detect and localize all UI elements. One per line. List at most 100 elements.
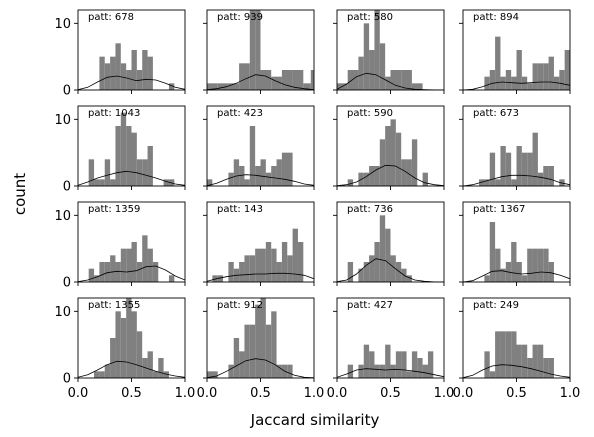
histogram-bar [207,83,218,90]
y-tick-label: 0 [63,180,71,195]
histogram-bar [548,166,554,186]
panel-label: patt: 736 [347,204,393,215]
histogram-bar [131,50,137,90]
histogram-bar [505,331,512,378]
histogram-bar [292,228,298,282]
kde-curve [337,368,444,378]
histogram-bar [358,268,364,282]
histogram-bar [511,179,517,186]
histogram-bar [385,76,391,90]
histogram-bar [131,132,137,186]
x-axis-title: Jaccard similarity [250,411,380,429]
histogram-bar [163,179,169,186]
histogram-bar [516,50,522,90]
histogram-bar [271,311,277,378]
histogram-bar [369,50,375,90]
histogram-bar [489,70,496,90]
x-tick-label: 0.5 [121,386,142,401]
histogram-bar [406,159,412,186]
histogram-panel: patt: 678 0 10 [54,9,186,99]
histogram-bar [142,235,148,282]
histogram-bar [104,63,111,90]
histogram-bar [537,63,544,90]
panel-plot-area [463,331,570,378]
histogram-bar [217,83,229,90]
histogram-bar [521,344,528,378]
histogram-bar [427,351,434,378]
histogram-bar [147,351,153,378]
histogram-bar [511,76,517,90]
histogram-bar [500,76,506,90]
histogram-bar [347,262,354,282]
histogram-bar [363,262,370,282]
histogram-bar [374,166,380,186]
y-tick-label: 0 [63,276,71,291]
histogram-bar [369,351,375,378]
histogram-bar [104,262,111,282]
panel-label: patt: 1355 [88,300,140,311]
histogram-bar [207,371,218,378]
histogram-bar [500,331,506,378]
x-tick-label: 1.0 [434,386,455,401]
histogram-bar [281,70,293,90]
kde-curve [78,170,185,186]
histogram-bar [265,242,272,282]
kde-curve [207,74,314,90]
histogram-bar [422,172,428,186]
histogram-panel: patt: 580 [333,9,445,94]
histogram-bar [511,242,517,282]
panel-label: patt: 912 [217,300,263,311]
histogram-bar [104,159,111,186]
histogram-bar [265,172,272,186]
histogram-bar [532,344,538,378]
histogram-bar [142,50,148,90]
histogram-bar [379,215,386,282]
panel-label: patt: 143 [217,204,263,215]
histogram-bar [347,364,354,378]
histogram-bar [385,126,391,186]
panel-plot-area [78,112,185,186]
histogram-bar [292,70,304,90]
panel-label: patt: 894 [473,12,519,23]
histogram-bar [281,152,293,186]
histogram-bar [99,262,105,282]
panel-label: patt: 580 [347,12,393,23]
histogram-bar [249,255,256,282]
histogram-bar [516,146,522,186]
histogram-bar [374,242,380,282]
histogram-bar [527,152,533,186]
x-tick-label: 1.0 [304,386,325,401]
histogram-panel: patt: 912 0.0 0.5 1.0 [197,297,325,401]
histogram-bar [99,371,105,378]
histogram-bar [104,364,111,378]
histogram-bar [484,76,490,90]
histogram-bar [500,146,506,186]
histogram-bar [369,166,375,186]
y-tick-label: 0 [63,372,71,387]
y-tick-label: 10 [54,17,71,32]
histogram-bar [271,248,277,282]
histogram-bar [287,364,293,378]
histogram-bar [310,70,314,90]
histogram-bar [99,179,105,186]
histogram-bar [390,70,402,90]
histogram-bar [152,371,159,378]
histogram-bar [484,179,490,186]
histogram-bar [379,139,386,186]
kde-curve [207,272,314,282]
histogram-bar [548,358,554,378]
histogram-panel: patt: 590 [333,105,445,190]
histogram-bar [390,119,396,186]
histogram-bar [521,275,528,282]
histogram-bar [489,371,496,378]
panel-plot-area [463,132,570,186]
histogram-bar [239,262,245,282]
histogram-bar [249,10,256,90]
histogram-bar [244,324,250,378]
kde-curve [337,258,444,282]
histogram-bar [379,43,386,90]
histogram-bar [158,358,164,378]
histogram-bar [401,351,407,378]
panel-plot-area [207,298,314,378]
histogram-bar [548,56,554,90]
